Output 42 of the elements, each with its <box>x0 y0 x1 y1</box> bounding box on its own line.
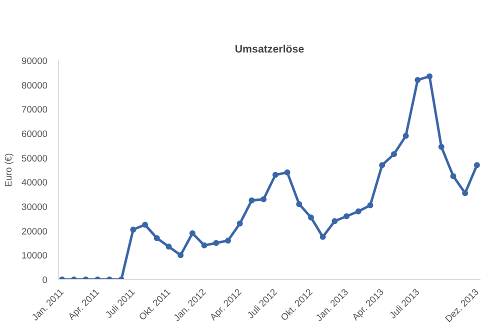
point <box>379 162 386 168</box>
point <box>320 234 326 240</box>
chart-title: Umsatzerlöse <box>234 44 304 56</box>
y-tick-label: 90000 <box>22 56 48 66</box>
point <box>201 242 208 248</box>
point <box>296 201 302 208</box>
point <box>189 230 196 236</box>
point <box>308 214 314 220</box>
point <box>438 144 444 150</box>
y-tick-label: 0 <box>42 275 48 285</box>
point <box>166 244 172 250</box>
point <box>462 190 468 196</box>
point <box>142 222 148 228</box>
point <box>355 208 362 214</box>
point <box>225 238 232 244</box>
point <box>390 151 397 158</box>
point <box>344 213 350 220</box>
point <box>450 173 456 180</box>
point <box>213 240 220 246</box>
point <box>236 220 243 227</box>
point <box>474 162 480 168</box>
point <box>332 218 338 224</box>
y-tick-label: 40000 <box>22 178 48 188</box>
point <box>260 196 267 202</box>
y-tick-label: 50000 <box>22 153 48 164</box>
point <box>154 235 160 242</box>
y-axis-title: Euro (€) <box>4 153 14 187</box>
point <box>402 132 409 139</box>
point <box>248 197 255 204</box>
y-tick-label: 20000 <box>22 226 48 236</box>
y-tick-label: 60000 <box>22 129 48 139</box>
point <box>414 76 421 83</box>
point <box>130 226 136 233</box>
point <box>426 73 433 80</box>
y-tick-label: 80000 <box>22 80 48 90</box>
point <box>272 172 278 178</box>
y-tick-label: 70000 <box>22 104 48 115</box>
point <box>284 169 290 176</box>
point <box>178 252 184 258</box>
y-tick-label: 30000 <box>22 202 48 212</box>
y-tick-label: 10000 <box>22 250 48 261</box>
point <box>367 202 374 208</box>
